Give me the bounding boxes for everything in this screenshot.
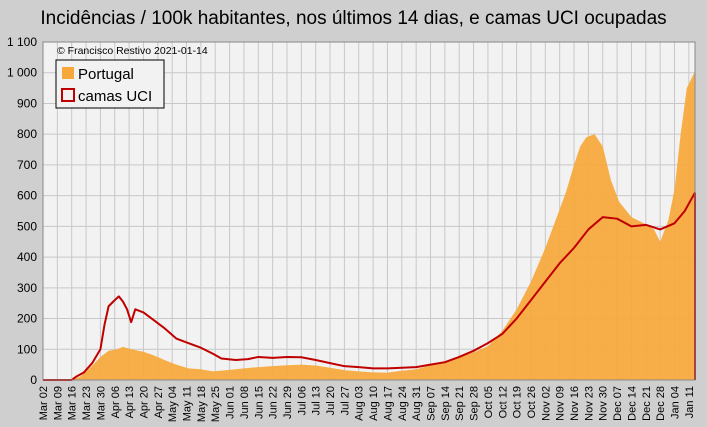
y-tick-label: 500 — [17, 219, 37, 233]
series-portugal-area — [43, 71, 695, 380]
y-tick-label: 900 — [17, 96, 37, 110]
x-tick-label: Apr 13 — [124, 386, 136, 418]
x-tick-label: Aug 31 — [411, 386, 423, 421]
x-tick-label: Aug 17 — [382, 386, 394, 421]
x-tick-label: Oct 26 — [526, 386, 538, 418]
credit-text: © Francisco Restivo 2021-01-14 — [57, 45, 208, 57]
x-tick-label: Aug 10 — [368, 386, 380, 421]
x-tick-label: Jan 11 — [684, 386, 696, 418]
y-tick-label: 200 — [17, 312, 37, 326]
x-tick-label: Dec 28 — [655, 386, 667, 421]
legend-label-portugal: Portugal — [78, 66, 134, 83]
y-tick-label: 100 — [17, 342, 37, 356]
legend: Portugal camas UCI — [55, 59, 165, 109]
x-tick-label: Aug 03 — [354, 386, 366, 421]
x-tick-label: May 18 — [196, 386, 208, 422]
y-tick-label: 700 — [17, 158, 37, 172]
y-tick-label: 400 — [17, 250, 37, 264]
x-tick-label: Jan 04 — [669, 386, 681, 419]
x-tick-label: Jun 29 — [282, 386, 294, 419]
x-tick-label: Nov 09 — [555, 386, 567, 421]
x-tick-label: Jul 06 — [296, 386, 308, 415]
x-tick-label: Sep 28 — [469, 386, 481, 421]
x-tick-label: May 25 — [210, 386, 222, 422]
x-tick-label: Nov 23 — [583, 386, 595, 421]
chart-title: Incidências / 100k habitantes, nos últim… — [40, 8, 667, 29]
x-tick-label: Aug 24 — [397, 386, 409, 421]
x-tick-label: Jul 20 — [325, 386, 337, 415]
x-tick-label: Oct 19 — [512, 386, 524, 418]
y-tick-label: 300 — [17, 281, 37, 295]
x-tick-label: Dec 21 — [641, 386, 653, 421]
x-tick-label: Mar 09 — [52, 386, 64, 420]
x-tick-label: Sep 07 — [426, 386, 438, 421]
x-tick-label: Jun 22 — [268, 386, 280, 419]
legend-label-uci: camas UCI — [78, 88, 152, 105]
x-tick-label: Mar 23 — [81, 386, 93, 420]
x-tick-label: Apr 27 — [153, 386, 165, 418]
x-tick-label: Oct 12 — [497, 386, 509, 418]
x-tick-label: May 04 — [167, 386, 179, 422]
x-tick-label: Jun 08 — [239, 386, 251, 419]
x-tick-label: Nov 16 — [569, 386, 581, 421]
x-tick-label: Nov 02 — [540, 386, 552, 421]
x-tick-label: May 11 — [182, 386, 194, 421]
x-tick-label: Sep 14 — [440, 386, 452, 421]
x-tick-label: Apr 20 — [138, 386, 150, 418]
x-tick-label: Apr 06 — [110, 386, 122, 418]
x-tick-label: Mar 30 — [95, 386, 107, 420]
x-tick-label: Oct 05 — [483, 386, 495, 418]
x-tick-label: Jun 15 — [253, 386, 265, 419]
series-uci-line — [43, 192, 696, 381]
x-tick-label: Dec 14 — [626, 386, 638, 421]
legend-swatch-uci — [61, 88, 75, 102]
x-tick-label: Dec 07 — [612, 386, 624, 421]
y-tick-label: 0 — [30, 373, 37, 387]
y-tick-label: 600 — [17, 189, 37, 203]
plot-border — [42, 41, 696, 381]
x-tick-label: Jun 01 — [225, 386, 237, 419]
x-tick-label: Nov 30 — [598, 386, 610, 421]
x-tick-label: Mar 16 — [67, 386, 79, 420]
x-tick-label: Jul 13 — [311, 386, 323, 415]
y-tick-label: 800 — [17, 127, 37, 141]
x-tick-label: Sep 21 — [454, 386, 466, 421]
x-tick-label: Mar 02 — [38, 386, 50, 420]
y-tick-label: 1 000 — [7, 66, 37, 80]
x-tick-label: Jul 27 — [339, 386, 351, 415]
legend-swatch-portugal — [62, 67, 74, 79]
y-tick-label: 1 100 — [7, 35, 37, 49]
